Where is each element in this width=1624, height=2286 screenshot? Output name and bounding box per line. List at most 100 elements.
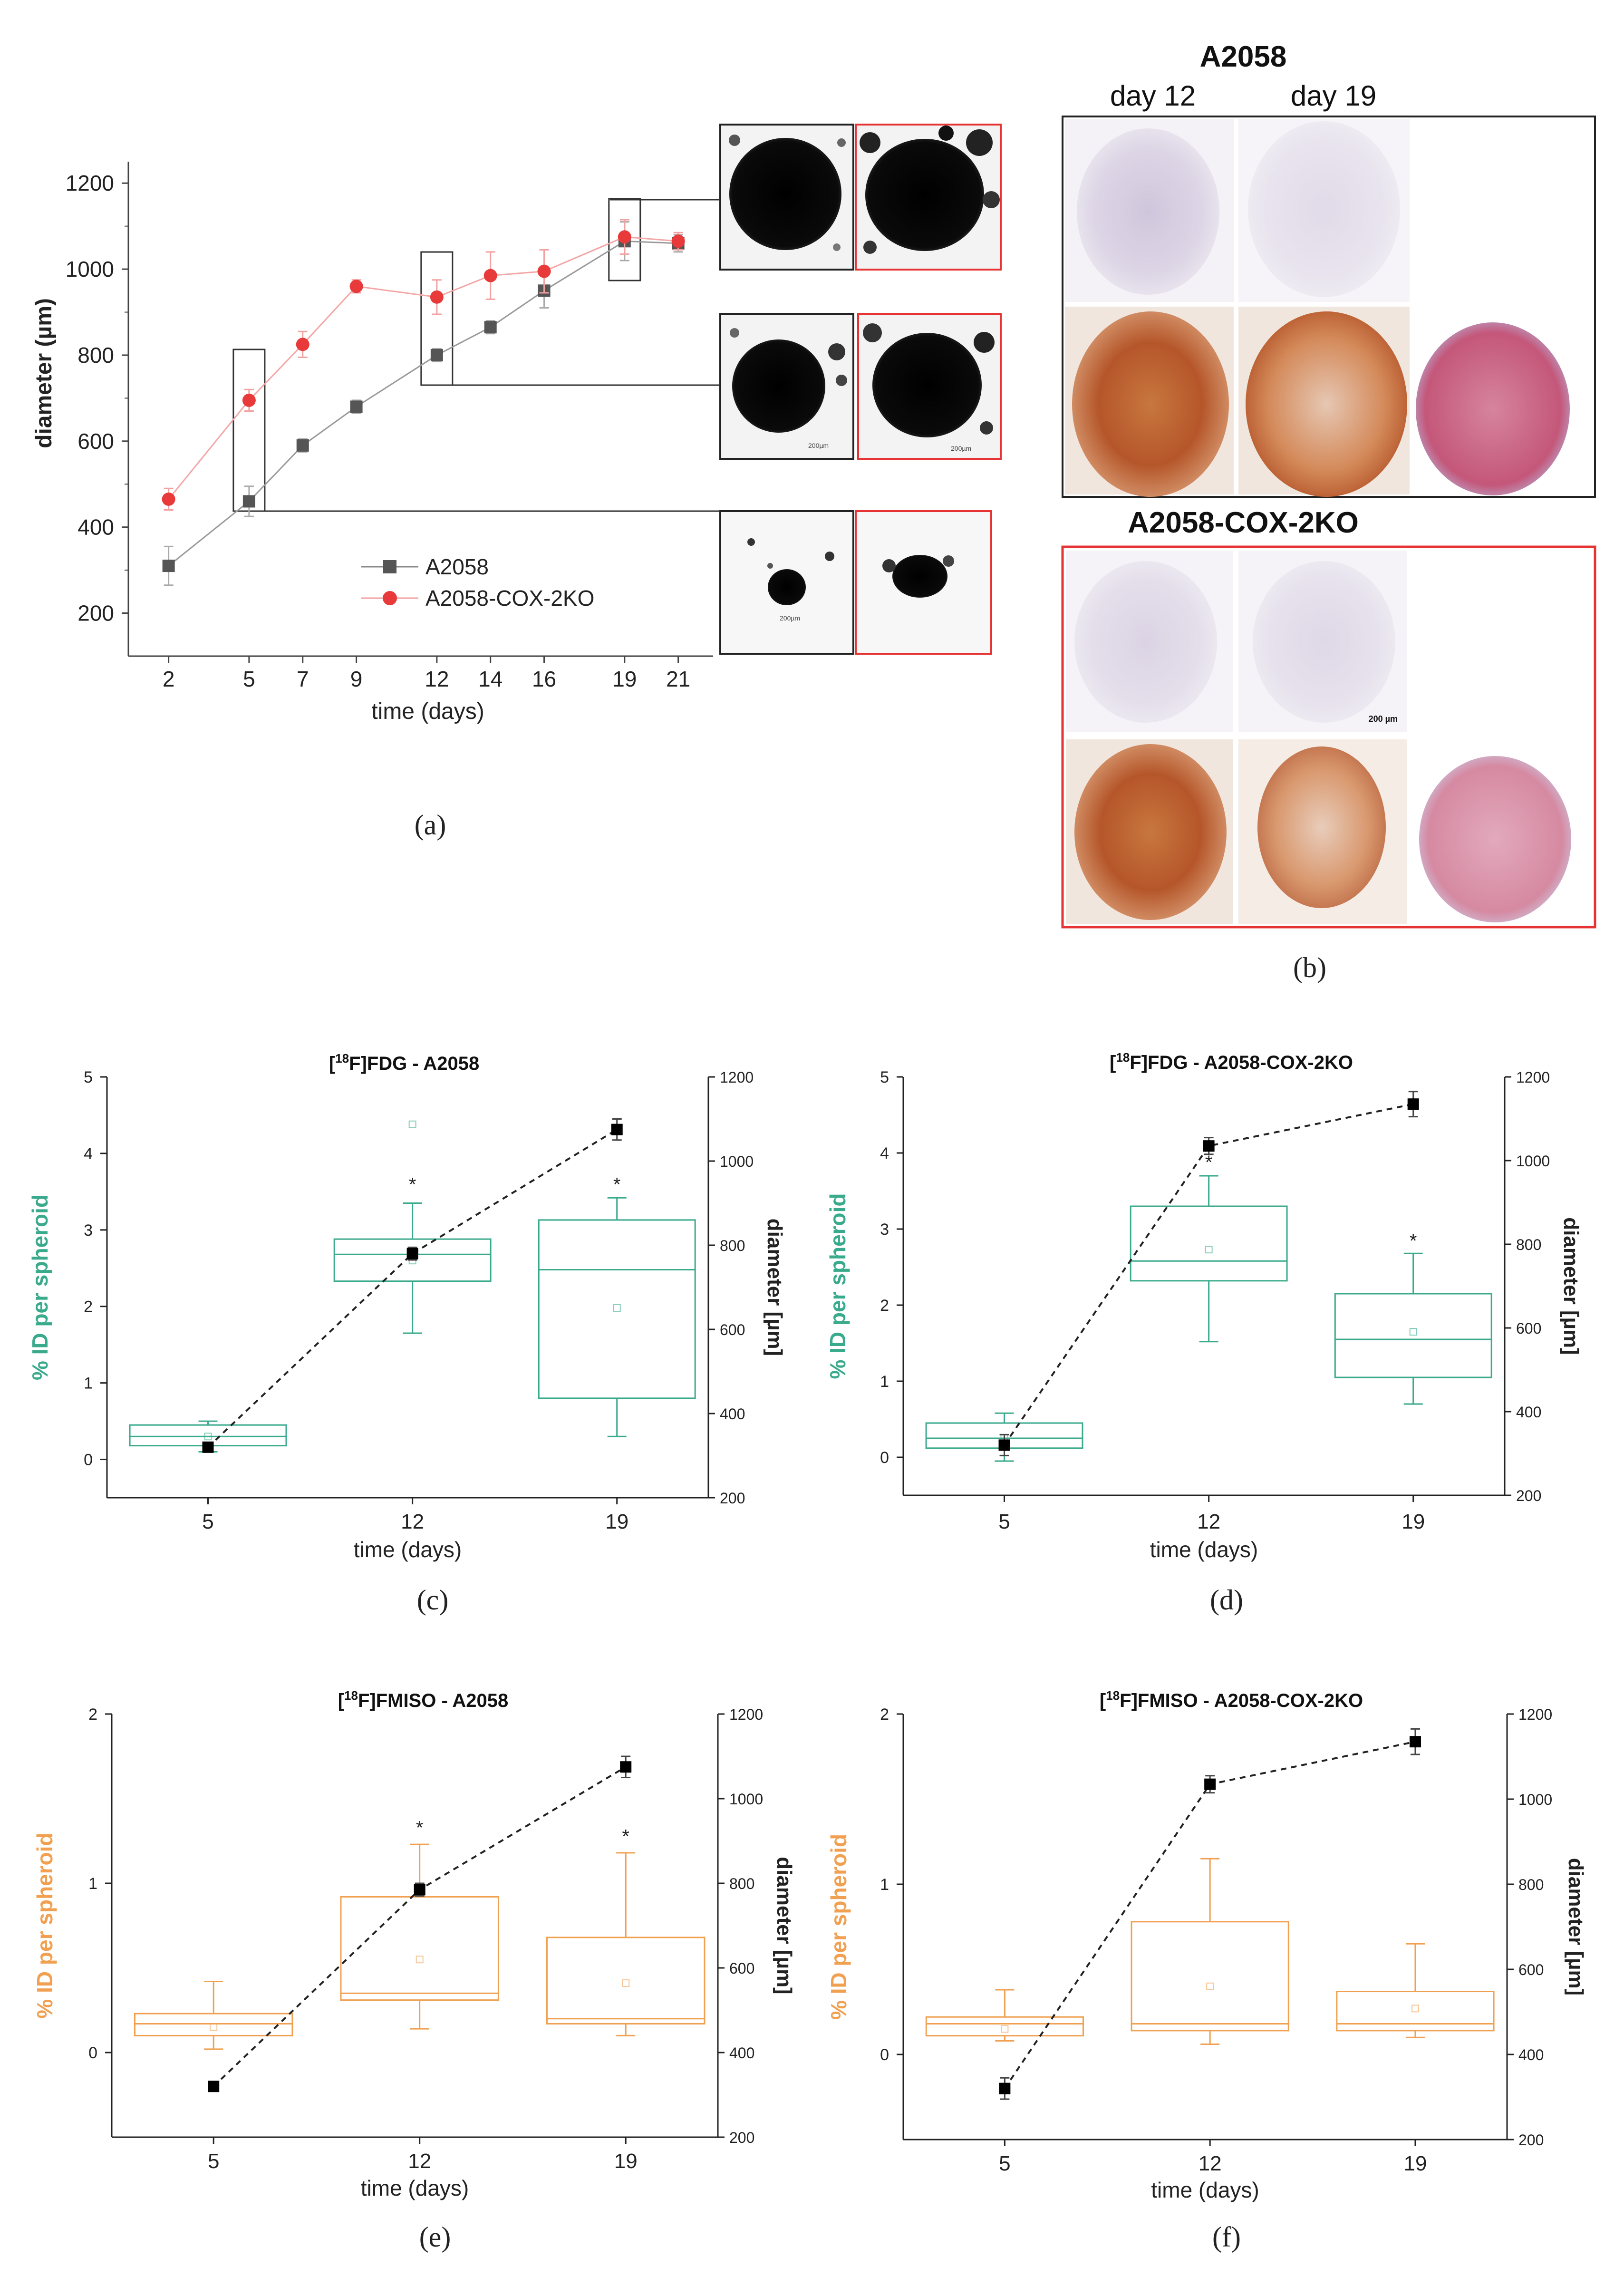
section-a2058-control-stain — [1416, 322, 1570, 495]
panel-f-xlabel: time (days) — [1151, 2178, 1259, 2202]
panel-e-box-12 — [340, 1896, 499, 2001]
panel-c-ylabel: % ID per spheroid — [28, 1194, 52, 1380]
point-a2058-day9 — [350, 400, 363, 413]
panel-d-star-12: * — [1205, 1152, 1213, 1173]
legend-marker-cox2ko — [383, 591, 397, 605]
panel-c-ytick-label: 0 — [84, 1451, 93, 1469]
panel-d-y2label: diameter [µm] — [1559, 1217, 1583, 1355]
panel-d-ytick-label: 4 — [880, 1144, 889, 1162]
panel-e-xtick-label: 5 — [208, 2150, 219, 2173]
panel-d-mean-19 — [1409, 1328, 1417, 1336]
panel-e-mean-5 — [210, 2023, 218, 2031]
panel-a-ytick-label: 600 — [77, 429, 114, 454]
point-cox2ko-day16 — [537, 264, 551, 278]
section-a2058-day19-pale — [1248, 121, 1400, 297]
panel-f-ytick-label: 2 — [880, 1705, 889, 1724]
panel-c-mean-19 — [613, 1304, 621, 1312]
panel-d-y2tick-label: 1000 — [1516, 1153, 1550, 1170]
panel-a-xtick-label: 16 — [532, 667, 556, 691]
legend-label-a2058: A2058 — [425, 554, 489, 579]
panel-f-xtick-label: 19 — [1403, 2152, 1427, 2175]
panel-c-y2tick-label: 1200 — [720, 1069, 754, 1086]
panel-d-box-19 — [1334, 1293, 1492, 1378]
panel-a-label: (a) — [415, 809, 446, 841]
panel-d-xtick-label: 12 — [1197, 1510, 1220, 1533]
point-cox2ko-day5 — [242, 393, 256, 407]
panel-f-box-19 — [1336, 1991, 1495, 2032]
panel-c-xtick-label: 5 — [202, 1510, 213, 1533]
panel-d-label: (d) — [1210, 1584, 1243, 1616]
panel-f-box-chart: [18F]FMISO - A2058-COX-2KO01220040060080… — [826, 1688, 1587, 2202]
panel-c-y2tick-label: 800 — [720, 1237, 745, 1254]
panel-b-histology: A2058 day 12 day 19 A2058-COX-2KO 200 µm… — [1061, 40, 1596, 983]
panel-c-box-19 — [538, 1219, 696, 1399]
panel-a-axes: 200 400 600 800 1000 1200 2 5 7 9 12 14 16 19 21 — [66, 162, 713, 691]
panel-c-y2tick-label: 600 — [720, 1321, 745, 1338]
panel-e-diameter-point-5 — [208, 2081, 220, 2092]
panel-d-ytick-label: 2 — [880, 1297, 889, 1315]
point-a2058-day14 — [484, 321, 497, 334]
point-a2058-day2 — [162, 560, 175, 572]
spheroid-day5-cox2ko — [892, 555, 947, 598]
panel-a-xtick-label: 19 — [612, 667, 637, 691]
panel-d-ytick-label: 5 — [880, 1068, 889, 1086]
section-a2058-day19-stained — [1246, 311, 1407, 497]
point-cox2ko-day9 — [349, 280, 363, 293]
panel-a-ytick-label: 800 — [77, 343, 114, 368]
panel-a-legend: A2058 A2058-COX-2KO — [361, 554, 594, 610]
panel-e-y2tick-label: 1200 — [729, 1706, 763, 1723]
panel-c-diameter-point-12 — [406, 1248, 418, 1259]
panel-a-xlabel: time (days) — [371, 699, 484, 724]
panel-e-diameter-line — [213, 1766, 627, 2087]
panel-f-y2tick-label: 1200 — [1518, 1706, 1552, 1723]
panel-e-y2tick-label: 1000 — [729, 1791, 763, 1808]
section-cox2ko-day19-stained — [1257, 746, 1386, 908]
panel-a-xtick-label: 14 — [478, 667, 503, 691]
section-a2058-day12-stained — [1072, 311, 1229, 497]
panel-e-y2tick-label: 400 — [729, 2044, 754, 2062]
panel-d-star-19: * — [1410, 1230, 1417, 1251]
panel-f-diameter-point-19 — [1409, 1736, 1421, 1748]
panel-e-box-chart: [18F]FMISO - A20580122004006008001000120… — [32, 1688, 796, 2200]
panel-e-y2tick-label: 600 — [729, 1960, 754, 1977]
panel-f-mean-5 — [1001, 2025, 1009, 2033]
panel-f-ytick-label: 1 — [880, 1876, 889, 1894]
section-cox2ko-day12-pale — [1074, 561, 1217, 723]
panel-c-xlabel: time (days) — [354, 1537, 462, 1562]
histology-scale-label: 200 µm — [1369, 714, 1398, 724]
panel-e-xtick-label: 12 — [408, 2150, 431, 2173]
panel-c-diameter-point-5 — [202, 1441, 214, 1453]
histology-day12-label: day 12 — [1110, 80, 1196, 112]
panel-f-y2label: diameter [µm] — [1564, 1858, 1587, 1995]
panel-c-star-12: * — [409, 1174, 416, 1195]
panel-e-label: (e) — [419, 2221, 451, 2253]
series-line-cox2ko — [168, 236, 678, 500]
panel-f-xtick-label: 12 — [1199, 2152, 1222, 2175]
panel-e-ytick-label: 0 — [88, 2044, 97, 2062]
panel-d-ytick-label: 0 — [880, 1449, 889, 1467]
panel-a-series — [162, 219, 685, 586]
spheroid-day19-cox2ko — [865, 139, 984, 251]
panel-c-label: (c) — [417, 1584, 449, 1616]
panel-d-diameter-point-19 — [1407, 1098, 1419, 1110]
point-a2058-day12 — [430, 349, 443, 361]
histology-title-a2058: A2058 — [1200, 40, 1287, 73]
panel-a-insets: 200µm 200µm 200µm — [719, 124, 1002, 655]
point-cox2ko-day2 — [162, 492, 175, 506]
panel-d-box-12 — [1130, 1205, 1288, 1282]
panel-d-diameter-point-12 — [1203, 1140, 1215, 1152]
panel-d-ylabel: % ID per spheroid — [825, 1193, 850, 1379]
panel-a-ytick-label: 1200 — [66, 171, 114, 195]
spheroid-day19-a2058 — [729, 138, 841, 250]
panel-f-xtick-label: 5 — [999, 2152, 1010, 2175]
panel-c-box-chart: [18F]FDG - A2058012345200400600800100012… — [28, 1051, 786, 1562]
panel-d-xtick-label: 19 — [1402, 1510, 1425, 1533]
panel-c-diameter-point-19 — [611, 1124, 623, 1135]
panel-e-y2label: diameter [µm] — [773, 1857, 796, 1994]
panel-a-ylabel: diameter (µm) — [31, 298, 57, 448]
panel-c-ytick-label: 1 — [84, 1375, 93, 1393]
panel-e-ytick-label: 2 — [88, 1705, 97, 1724]
panel-c-y2tick-label: 1000 — [720, 1153, 754, 1170]
panel-c-ytick-label: 5 — [84, 1068, 93, 1086]
